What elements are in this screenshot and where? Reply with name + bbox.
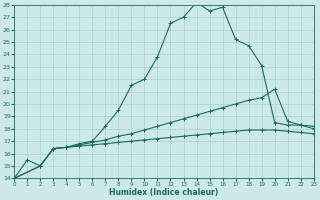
X-axis label: Humidex (Indice chaleur): Humidex (Indice chaleur) xyxy=(109,188,219,197)
